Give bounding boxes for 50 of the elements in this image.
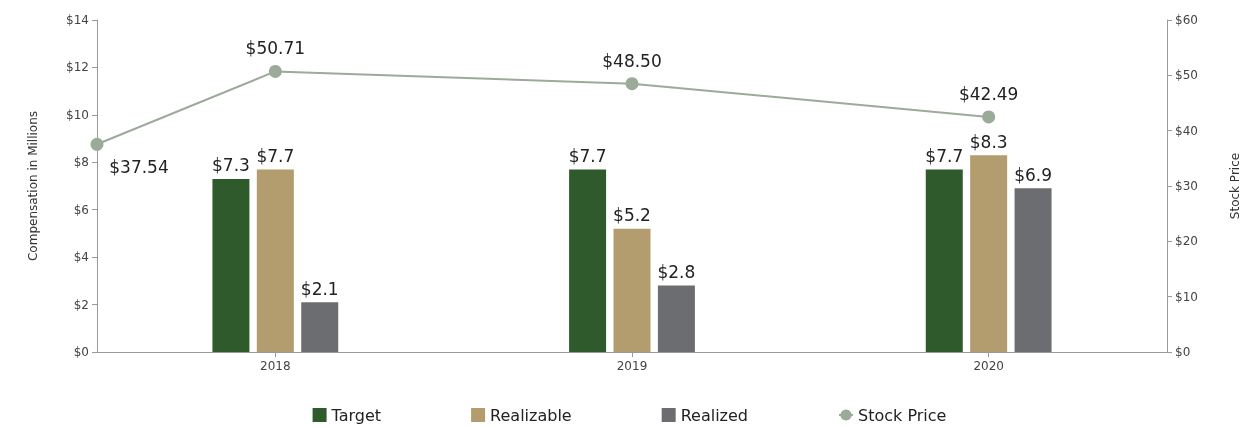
y-tick-label: $14 xyxy=(66,13,89,27)
x-tick-label: 2018 xyxy=(260,359,291,373)
y-tick-label: $10 xyxy=(66,107,89,122)
y2-tick-label: $40 xyxy=(1175,123,1198,138)
y2-tick-label: $10 xyxy=(1175,289,1198,304)
data-label: $37.54 xyxy=(109,157,169,178)
data-label: $7.3 xyxy=(212,155,250,176)
y-tick-label: $2 xyxy=(73,297,89,312)
data-label: $8.3 xyxy=(969,131,1008,152)
legend-label: Target xyxy=(330,405,382,425)
point xyxy=(625,77,639,91)
y-tick-label: $8 xyxy=(73,155,89,170)
data-label: $50.71 xyxy=(245,38,306,59)
data-label: $42.49 xyxy=(958,83,1019,104)
bar xyxy=(925,169,963,352)
data-label: $7.7 xyxy=(568,145,607,166)
data-label: $7.7 xyxy=(925,145,964,166)
y2-tick-label: $20 xyxy=(1175,234,1198,249)
data-label: $5.2 xyxy=(613,205,651,226)
data-label: $2.1 xyxy=(300,278,339,299)
bar xyxy=(613,228,651,352)
y2-tick-label: $60 xyxy=(1175,13,1198,27)
y-tick-label: $6 xyxy=(73,202,89,217)
data-label: $2.8 xyxy=(657,262,696,283)
bar xyxy=(301,302,339,352)
bar xyxy=(256,169,294,352)
y-tick-label: $0 xyxy=(73,345,89,359)
point xyxy=(982,110,996,124)
point xyxy=(90,137,104,151)
legend-label: Stock Price xyxy=(858,405,947,425)
legend-label: Realized xyxy=(680,405,749,425)
y2-tick-label: $30 xyxy=(1175,179,1198,193)
x-tick-label: 2020 xyxy=(973,359,1004,373)
data-label: $6.9 xyxy=(1014,164,1052,185)
point xyxy=(268,64,282,78)
y2-tick-label: $50 xyxy=(1175,68,1198,83)
y-tick-label: $4 xyxy=(73,250,89,265)
legend-label: Realizable xyxy=(490,405,572,425)
y2-axis-title: Stock Price xyxy=(1228,152,1242,220)
x-tick-label: 2019 xyxy=(616,359,648,373)
y-tick-label: $12 xyxy=(66,60,89,75)
data-label: $48.50 xyxy=(602,50,662,71)
bar xyxy=(970,155,1008,352)
bar xyxy=(212,178,250,352)
y2-tick-label: $0 xyxy=(1175,345,1191,359)
data-label: $7.7 xyxy=(256,145,295,166)
bar xyxy=(569,169,607,352)
bar xyxy=(1014,188,1052,352)
bar xyxy=(657,285,695,352)
y-axis-title: Compensation in Millions xyxy=(26,110,40,262)
